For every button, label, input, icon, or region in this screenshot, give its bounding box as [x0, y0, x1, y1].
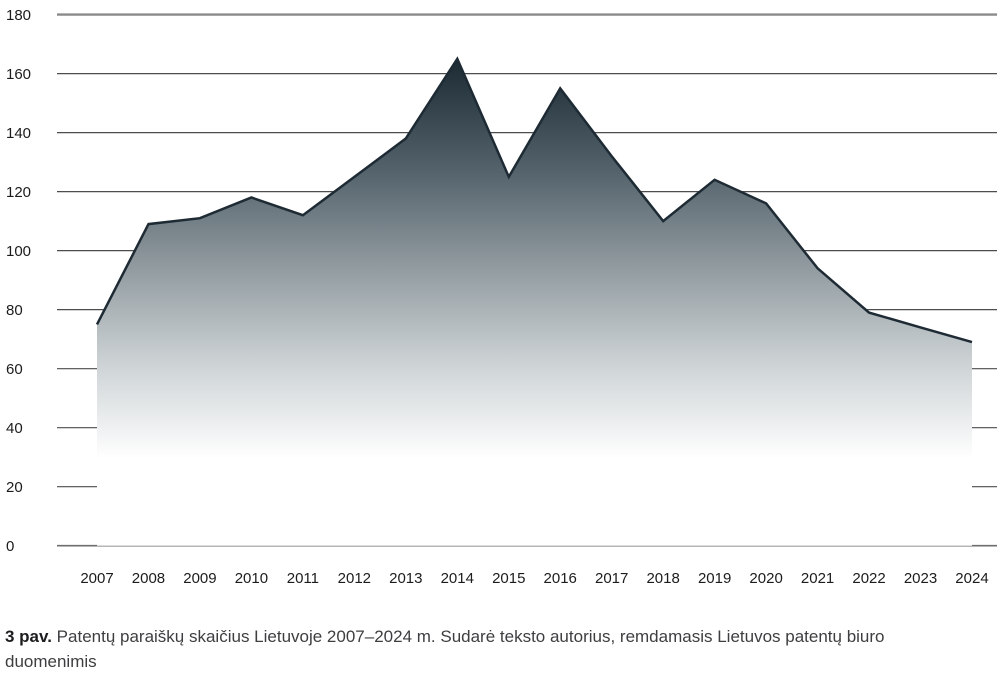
area-chart-svg: 0 20 40 60 80 100 120 140 160 180 2007 2008 2009 2010… [6, 7, 997, 587]
x-tick-label: 2007 [80, 570, 113, 587]
y-tick-label: 20 [6, 479, 23, 496]
patent-applications-chart: 0 20 40 60 80 100 120 140 160 180 2007 2008 2009 2010… [6, 7, 997, 587]
y-tick-label: 100 [6, 243, 31, 260]
y-tick-label: 80 [6, 302, 23, 319]
figure-caption: 3 pav. Patentų paraiškų skaičius Lietuvo… [0, 600, 1001, 674]
x-tick-label: 2016 [544, 570, 577, 587]
x-tick-label: 2014 [441, 570, 474, 587]
x-tick-label: 2022 [852, 570, 885, 587]
x-tick-label: 2015 [492, 570, 525, 587]
y-tick-label: 40 [6, 420, 23, 437]
x-tick-label: 2020 [749, 570, 782, 587]
trend-line [95, 56, 973, 344]
x-tick-label: 2011 [287, 570, 319, 587]
x-tick-label: 2013 [389, 570, 422, 587]
caption-line1: Patentų paraiškų skaičius Lietuvoje 2007… [56, 627, 885, 646]
figure-number: 3 pav. [5, 627, 52, 646]
x-tick-label: 2023 [904, 570, 937, 587]
y-tick-label: 140 [6, 125, 31, 142]
x-tick-label: 2018 [646, 570, 679, 587]
caption-line2: duomenimis [5, 652, 97, 671]
x-tick-label: 2021 [801, 570, 834, 587]
y-tick-label: 120 [6, 184, 31, 201]
x-tick-label: 2008 [132, 570, 165, 587]
x-tick-label: 2010 [235, 570, 268, 587]
x-tick-label: 2024 [955, 570, 988, 587]
x-tick-label: 2019 [698, 570, 731, 587]
x-tick-label: 2017 [595, 570, 628, 587]
y-tick-label: 180 [6, 7, 31, 24]
x-tick-label: 2012 [338, 570, 371, 587]
y-tick-label: 160 [6, 66, 31, 83]
area-fill [97, 58, 972, 546]
y-tick-label: 60 [6, 361, 23, 378]
x-tick-label: 2009 [183, 570, 216, 587]
y-tick-label: 0 [6, 538, 14, 555]
